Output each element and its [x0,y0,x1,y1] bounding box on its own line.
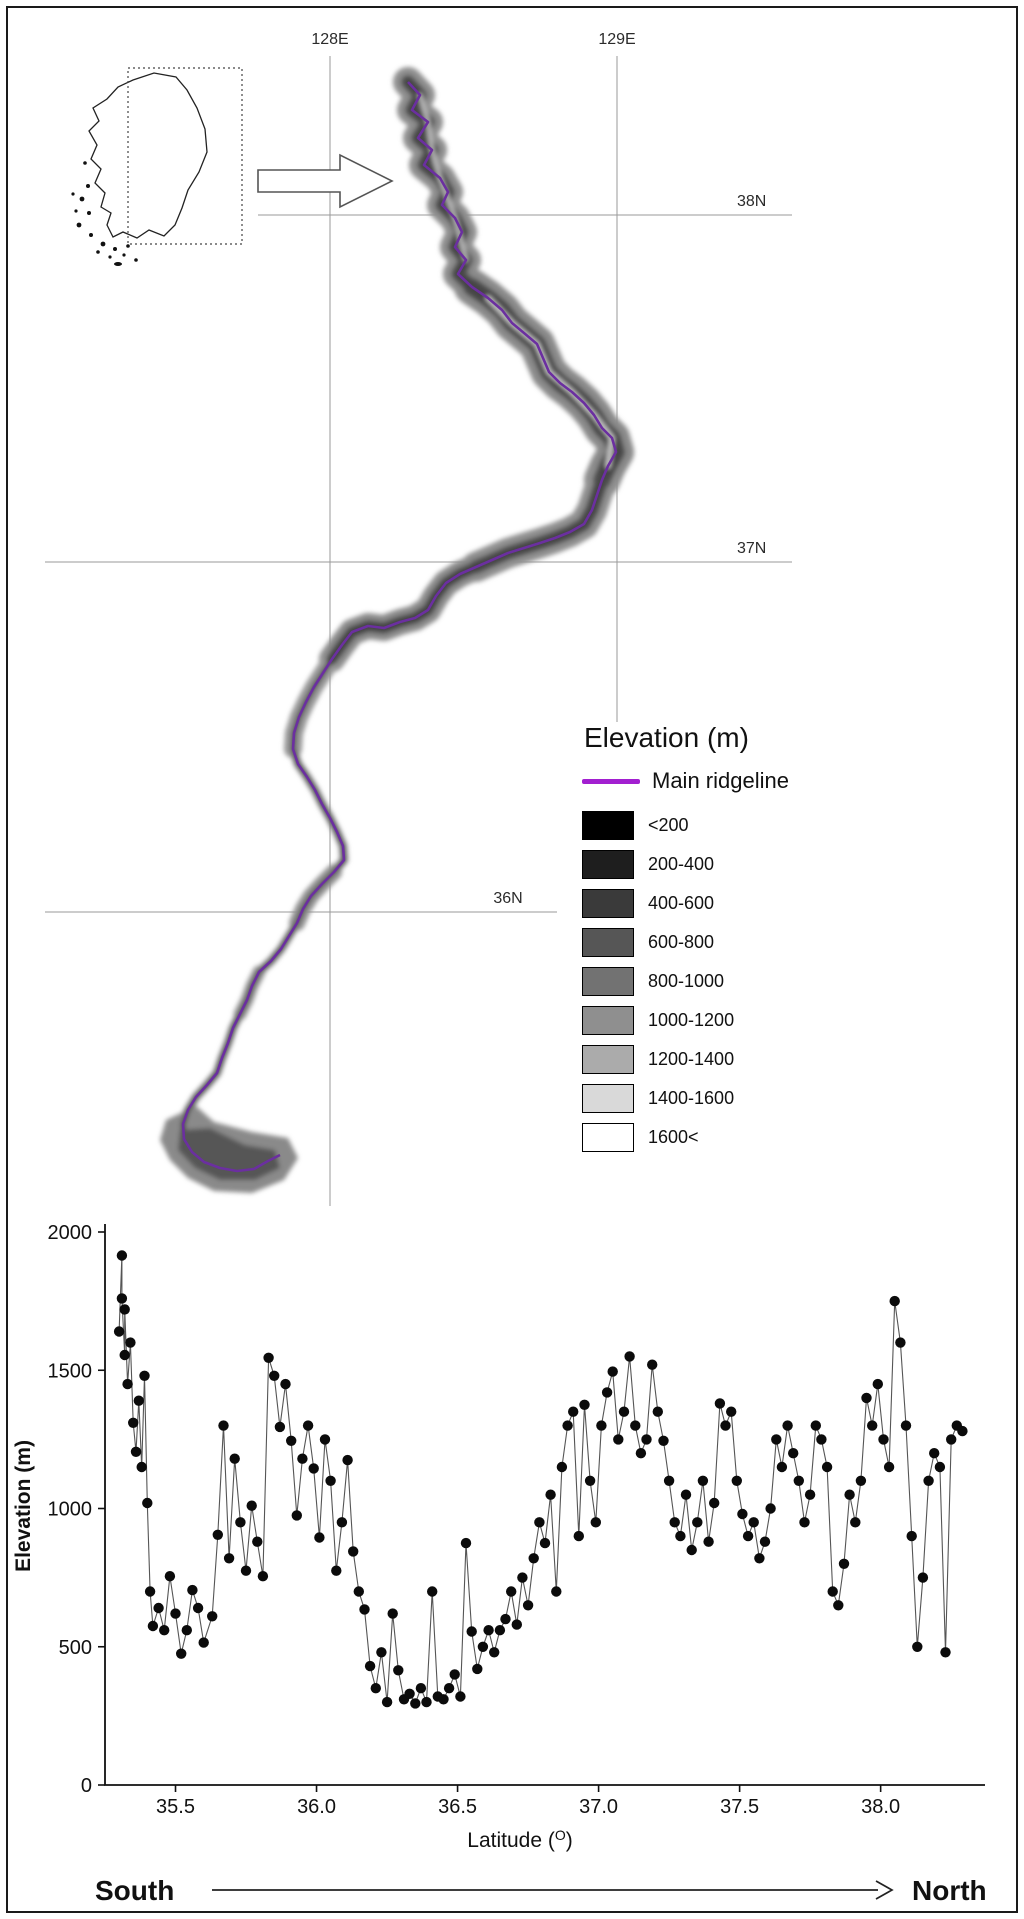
legend-class-swatch [582,1044,634,1074]
legend-class-swatch [582,1083,634,1113]
y-tick-label: 2000 [48,1222,93,1244]
x-tick-label: 36.0 [297,1796,336,1818]
x-axis-title-suffix: ) [566,1829,573,1852]
legend-class-swatch [582,849,634,879]
main-ridgeline [181,81,618,1173]
inset-korea-map [71,67,243,266]
south-north-arrow-icon [212,1880,894,1900]
x-axis-title-sup: O [555,1827,566,1843]
y-tick-label: 500 [59,1637,92,1659]
legend-class-row: 600-800 [582,927,882,957]
legend-ridgeline-entry: Main ridgeline [582,768,882,794]
legend-class-row: 1400-1600 [582,1083,882,1113]
x-tick-label: 35.5 [156,1796,195,1818]
ridgeline-swatch [582,778,640,784]
y-axis-title: Elevation (m) [12,1440,35,1572]
south-label: South [95,1875,174,1906]
y-tick-label: 1500 [48,1360,93,1382]
x-tick-label: 38.0 [861,1796,900,1818]
legend-class-row: <200 [582,810,882,840]
legend-class-row: 1600< [582,1122,882,1152]
legend-class-swatch [582,1122,634,1152]
label-128e: 128E [311,31,348,48]
inset-arrow-icon [257,153,394,209]
x-tick-label: 37.5 [720,1796,759,1818]
ridgeline-label: Main ridgeline [652,768,789,793]
x-tick-label: 37.0 [579,1796,618,1818]
legend-class-swatch [582,810,634,840]
legend-class-row: 200-400 [582,849,882,879]
map-legend: Elevation (m) Main ridgeline <200 200-400… [582,722,882,1152]
legend-class-label: 1400-1600 [648,1087,735,1108]
korea-outline [88,72,208,239]
legend-class-label: 200-400 [648,853,715,874]
ridgeline-map: 128E 129E 38N 37N 36N [45,31,792,1206]
legend-class-label: 1200-1400 [648,1048,735,1069]
elevation-profile-chart: Elevation (m) Latitude (O) South North 0… [12,1222,987,1906]
legend-class-label: 1000-1200 [648,1009,735,1030]
elevation-raster [160,67,634,1193]
y-tick-label: 0 [81,1775,92,1797]
chart-axes [104,1224,985,1786]
x-axis-title: Latitude (O) [467,1827,572,1852]
legend-class-row: 1200-1400 [582,1044,882,1074]
label-38n: 38N [737,193,766,210]
elevation-profile-line [118,1255,963,1705]
elevation-profile-points [113,1250,968,1709]
legend-class-label: <200 [648,814,689,835]
label-129e: 129E [598,31,635,48]
legend-classes: <200 200-400 400-600 600-800 800-1000 1000-12… [582,810,882,1152]
y-tick-label: 1000 [48,1499,93,1521]
study-area-box [127,67,243,245]
inset-islands [71,161,138,266]
legend-class-row: 1000-1200 [582,1005,882,1035]
legend-class-swatch [582,927,634,957]
legend-title: Elevation (m) [584,722,749,753]
legend-class-swatch [582,888,634,918]
legend-class-label: 1600< [648,1126,699,1147]
x-tick-label: 36.5 [438,1796,477,1818]
legend-class-swatch [582,1005,634,1035]
north-label: North [912,1875,987,1906]
legend-class-swatch [582,966,634,996]
legend-class-label: 800-1000 [648,970,725,991]
legend-class-label: 600-800 [648,931,715,952]
x-axis-title-prefix: Latitude ( [467,1829,555,1852]
legend-class-row: 400-600 [582,888,882,918]
legend-class-row: 800-1000 [582,966,882,996]
label-37n: 37N [737,540,766,557]
legend-class-label: 400-600 [648,892,715,913]
label-36n: 36N [493,890,522,907]
